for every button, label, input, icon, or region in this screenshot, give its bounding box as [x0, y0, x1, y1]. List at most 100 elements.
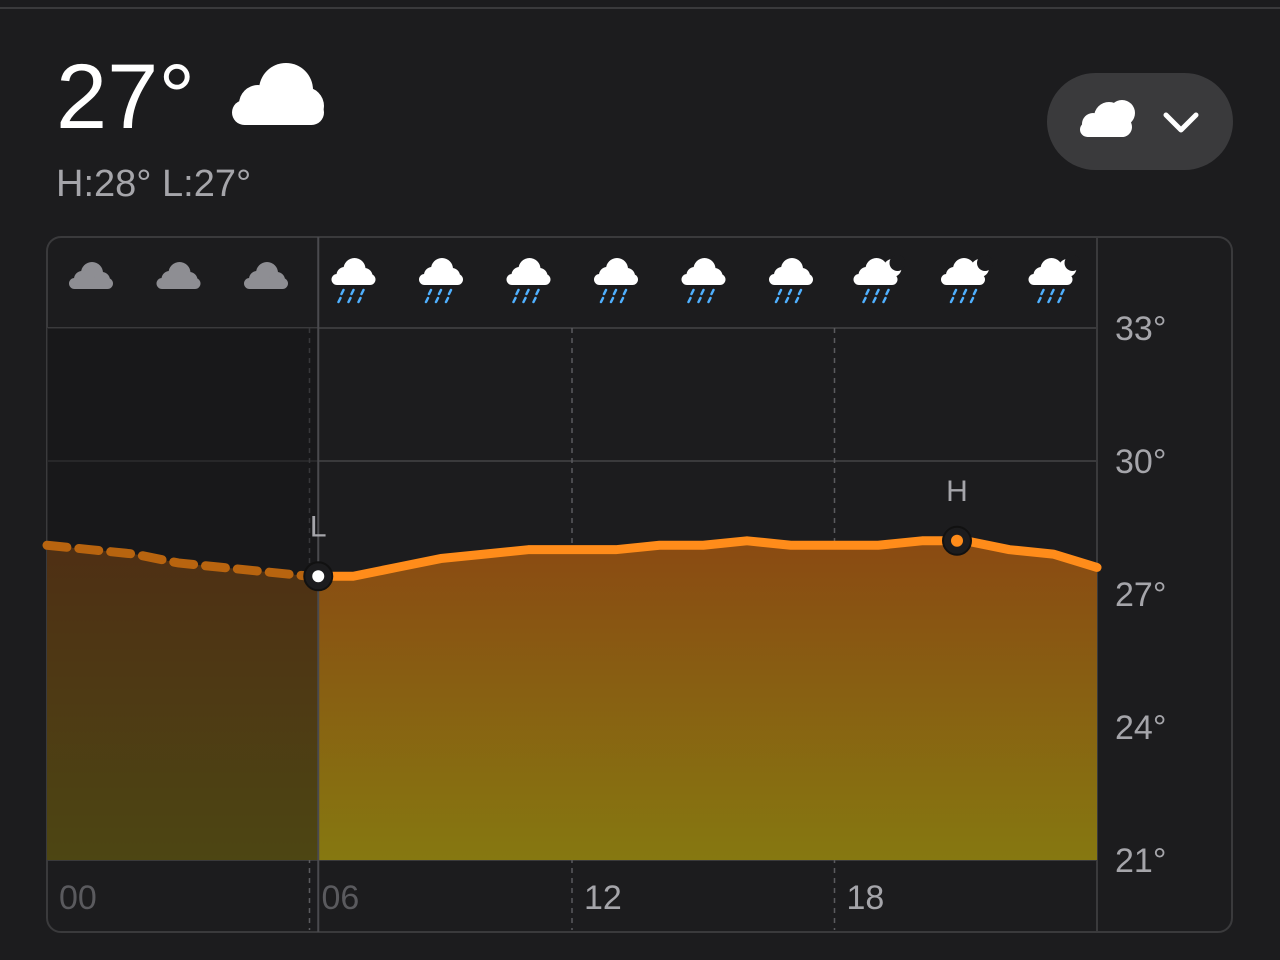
rain-drop — [774, 296, 780, 304]
high-low: H:28° L:27° — [56, 163, 251, 205]
rain-drop — [1060, 288, 1065, 296]
rain-drop — [885, 288, 890, 296]
hour-icon — [853, 255, 906, 304]
rain-drop — [532, 296, 537, 304]
icon-part — [1064, 255, 1081, 271]
icon-part — [769, 274, 813, 285]
selector-pill[interactable] — [1047, 73, 1233, 170]
icon-part — [244, 278, 288, 289]
rain-drop — [609, 296, 615, 304]
hour-icon — [156, 262, 201, 289]
rain-drop — [427, 288, 433, 296]
plot: 21° 24° 27° 30° 33° 00 06 12 18 L H — [42, 237, 1166, 932]
hour-icon — [331, 258, 376, 304]
chevron — [1163, 112, 1199, 133]
icon-part — [594, 274, 638, 285]
rain-drop — [1040, 288, 1045, 296]
rain-drop — [599, 296, 605, 304]
rain-drop — [794, 296, 800, 304]
past-shade — [47, 328, 319, 860]
rain-drop — [710, 288, 715, 296]
current-temperature: 27° — [56, 46, 195, 148]
rain-drop — [619, 296, 625, 304]
rain-drop — [357, 296, 362, 304]
y-tick-label: 27° — [1115, 576, 1166, 614]
icon-part — [889, 255, 906, 271]
rain-drop — [1047, 296, 1052, 304]
icon-part — [156, 278, 201, 289]
extreme-label: L — [310, 510, 327, 543]
rain-drop — [337, 296, 342, 304]
icon-part — [419, 274, 463, 285]
y-tick-label: 24° — [1115, 709, 1166, 747]
icon-part — [941, 274, 985, 285]
icon-part — [506, 274, 551, 285]
x-tick-label: 06 — [322, 879, 360, 917]
icon-part — [681, 274, 726, 285]
rain-drop — [865, 288, 870, 296]
rain-drop — [522, 296, 527, 304]
rain-drop — [882, 296, 887, 304]
rain-drop — [707, 296, 712, 304]
rain-drop — [962, 288, 968, 296]
rain-drop — [697, 296, 702, 304]
hour-icon — [69, 262, 113, 289]
rain-drop — [515, 288, 520, 296]
rain-drop — [1057, 296, 1062, 304]
rain-drop — [690, 288, 695, 296]
rain-drop — [602, 288, 608, 296]
rain-drop — [875, 288, 880, 296]
x-tick-label: 18 — [847, 879, 885, 917]
rain-drop — [959, 296, 965, 304]
rain-drop — [952, 288, 958, 296]
rain-drop — [1050, 288, 1055, 296]
hour-icon — [506, 258, 551, 304]
rain-drop — [777, 288, 783, 296]
rain-drop — [340, 288, 345, 296]
rain-drop — [444, 296, 450, 304]
rain-drop — [424, 296, 430, 304]
rain-drop — [862, 296, 867, 304]
extreme-label: H — [946, 475, 968, 508]
rain-drop — [612, 288, 618, 296]
hour-icon — [681, 258, 726, 304]
icon-part — [853, 274, 898, 285]
past-line — [42, 540, 314, 581]
rain-drop — [969, 296, 975, 304]
hour-icon — [419, 258, 463, 304]
y-tick-label: 30° — [1115, 443, 1166, 481]
rain-drop — [350, 288, 355, 296]
rain-drop — [1037, 296, 1042, 304]
hour-icon — [941, 255, 993, 304]
rain-drop — [622, 288, 628, 296]
icon-part — [1028, 274, 1073, 285]
rain-drop — [512, 296, 517, 304]
rain-drop — [437, 288, 443, 296]
rain-drop — [360, 288, 365, 296]
rain-drop — [347, 296, 352, 304]
rain-drop — [784, 296, 790, 304]
icon-part — [331, 274, 376, 285]
rain-drop — [447, 288, 453, 296]
hour-icon — [244, 262, 288, 289]
x-tick-label: 12 — [584, 879, 622, 917]
x-tick-label: 00 — [59, 879, 97, 917]
condition-selector[interactable] — [1047, 73, 1233, 170]
rain-drop — [687, 296, 692, 304]
y-tick-label: 33° — [1115, 310, 1166, 348]
rain-drop — [787, 288, 793, 296]
rain-drop — [972, 288, 978, 296]
hour-icon — [594, 258, 638, 304]
rain-drop — [535, 288, 540, 296]
selector-icon — [1080, 100, 1135, 137]
condition-icon — [232, 63, 324, 125]
rain-drop — [949, 296, 955, 304]
rain-drop — [525, 288, 530, 296]
rain-drop — [797, 288, 803, 296]
rain-drop — [872, 296, 877, 304]
rain-drop — [434, 296, 440, 304]
hour-icon — [769, 258, 813, 304]
icon-part — [977, 255, 993, 271]
